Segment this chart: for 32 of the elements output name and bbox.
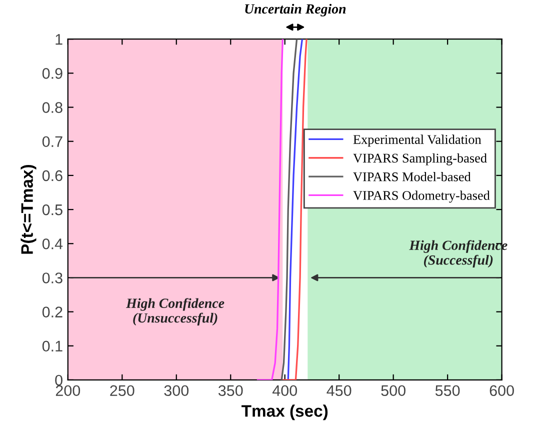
x-tick-label: 300 [164,385,189,396]
y-tick-label: 0.9 [42,68,62,79]
line-series [280,39,308,380]
x-tick-label: 250 [110,385,134,396]
legend-label: VIPARS Model-based [353,172,471,182]
y-tick-label: 0.4 [42,238,63,250]
legend-label: Experimental Validation [353,134,482,147]
x-tick-label: 200 [56,385,80,396]
y-tick-label: 0.6 [42,170,62,182]
band-label: High Confidence (Unsuccessful) [126,298,224,326]
y-tick-label: 0.1 [42,340,62,352]
line-series [256,39,284,380]
legend-label: VIPARS Odometry-based [353,190,490,203]
line-series [280,39,298,380]
x-axis-title: Tmax (sec) [242,404,328,420]
x-tick-label: 350 [218,385,243,396]
line-series [287,39,304,380]
x-tick-label: 600 [490,385,514,396]
y-tick-label: 0 [55,374,62,386]
x-tick-label: 450 [326,385,352,396]
x-tick-label: 500 [381,385,406,396]
x-tick-label: 550 [435,385,460,396]
y-axis-title: P(t<=Tmax) [20,164,36,254]
y-tick-label: 1 [56,34,62,45]
text: Uncertain Region [245,4,346,16]
y-tick-label: 0.7 [42,136,62,148]
y-tick-label: 0.8 [42,102,62,113]
y-tick-label: 0.5 [42,204,62,216]
y-tick-label: 0.3 [42,272,62,284]
y-tick-label: 0.2 [42,306,62,318]
x-tick-label: 400 [272,385,298,396]
legend-label: VIPARS Sampling-based [353,153,487,166]
